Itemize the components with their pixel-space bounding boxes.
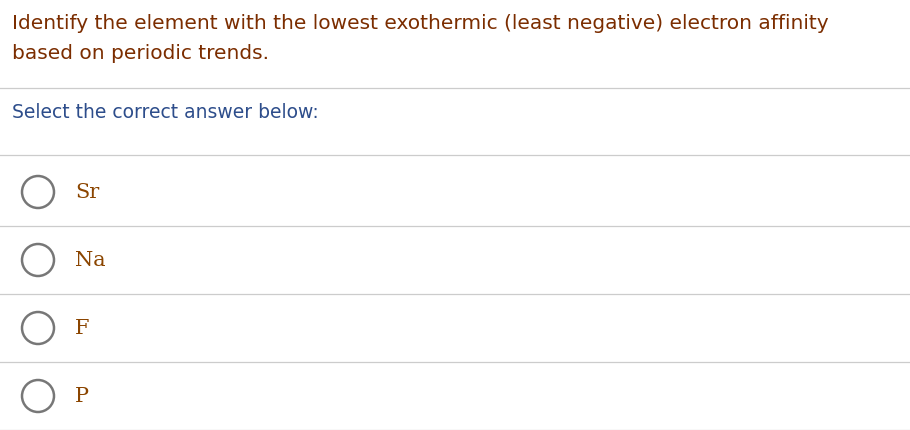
Text: F: F bbox=[75, 319, 89, 338]
Text: based on periodic trends.: based on periodic trends. bbox=[12, 44, 269, 63]
Text: P: P bbox=[75, 387, 89, 405]
Text: Select the correct answer below:: Select the correct answer below: bbox=[12, 103, 318, 122]
Text: Na: Na bbox=[75, 251, 106, 270]
Text: Sr: Sr bbox=[75, 182, 99, 202]
Text: Identify the element with the lowest exothermic (least negative) electron affini: Identify the element with the lowest exo… bbox=[12, 14, 829, 33]
